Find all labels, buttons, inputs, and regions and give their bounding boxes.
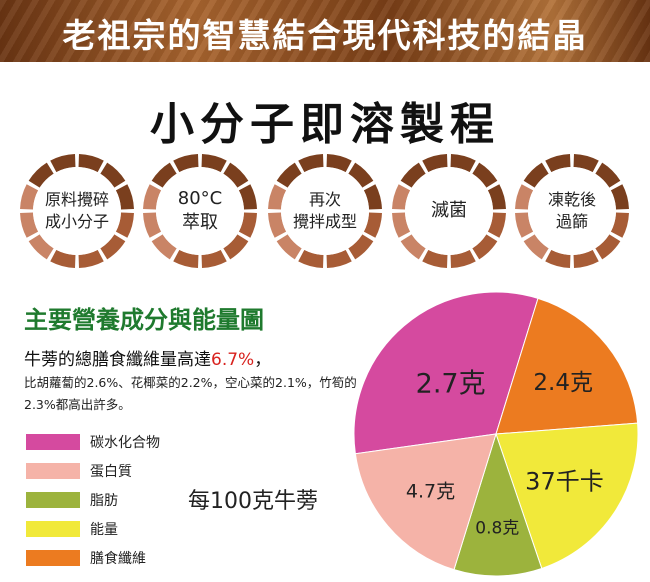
process-step-5: 凍乾後 過篩: [514, 153, 630, 269]
legend-item: 碳水化合物: [26, 427, 160, 456]
pie-slice-label: 0.8克: [475, 518, 520, 539]
legend-swatch: [26, 462, 80, 479]
legend-item: 能量: [26, 514, 160, 543]
fiber-summary-end: ，: [254, 350, 272, 370]
ring-segment: [28, 162, 54, 188]
pie-slice: [453, 432, 543, 577]
ring-segment: [363, 212, 382, 238]
ring-segment: [276, 234, 302, 260]
ring-segment: [276, 162, 302, 188]
ring-segment: [238, 212, 257, 238]
ring-segment: [348, 234, 374, 260]
step-text: 再次 攪拌成型: [281, 167, 369, 255]
legend-item: 脂肪: [26, 485, 160, 514]
nutrition-title: 主要營養成分與能量圖: [24, 306, 264, 334]
legend-label: 脂肪: [90, 492, 118, 509]
ring-segment: [523, 162, 549, 188]
pie-slice-label: 37千卡: [525, 467, 604, 496]
ring-segment: [400, 234, 426, 260]
step-text: 原料攪碎 成小分子: [33, 167, 121, 255]
ring-segment: [450, 249, 476, 268]
fiber-summary: 牛蒡的總膳食纖維量高達6.7%，: [24, 345, 271, 370]
pie-slice-label: 4.7克: [405, 480, 456, 503]
ring-segment: [610, 212, 629, 238]
legend-label: 能量: [90, 521, 118, 538]
step-line-2: 萃取: [181, 212, 218, 233]
pie-slice: [353, 291, 539, 455]
ring-segment: [28, 234, 54, 260]
chart-legend: 碳水化合物 蛋白質 脂肪 能量 膳食纖維: [26, 427, 160, 572]
ring-segment: [472, 234, 498, 260]
step-text: 凍乾後 過篩: [528, 167, 616, 255]
ring-segment: [151, 234, 177, 260]
process-title: 小分子即溶製程: [150, 99, 500, 150]
legend-item: 膳食纖維: [26, 543, 160, 572]
ring-segment: [151, 162, 177, 188]
ring-segment: [78, 249, 104, 268]
ring-segment: [573, 249, 599, 268]
step-text: 滅菌: [405, 167, 493, 255]
legend-swatch: [26, 549, 80, 566]
pie-slice: [354, 433, 497, 571]
legend-swatch: [26, 491, 80, 508]
ring-segment: [326, 249, 352, 268]
process-step-1: 原料攪碎 成小分子: [19, 153, 135, 269]
process-step-2: 80°C 萃取: [142, 153, 258, 269]
legend-swatch: [26, 433, 80, 450]
step-line-1: 80°C: [177, 188, 223, 209]
step-line-2: 成小分子: [44, 212, 109, 231]
pie-slice: [495, 297, 639, 435]
ring-segment: [201, 249, 227, 268]
banner-title: 老祖宗的智慧結合現代科技的結晶: [62, 16, 588, 55]
ring-segment: [100, 162, 126, 188]
nutrition-pie-chart: 2.7克 2.4克 37千卡 0.8克 4.7克: [352, 290, 640, 578]
ring-segment: [400, 162, 426, 188]
ring-segment: [115, 212, 134, 238]
step-line-1: 滅菌: [431, 200, 467, 221]
pie-slice-label: 2.7克: [415, 368, 486, 400]
ring-icon: [143, 154, 257, 268]
step-line-1: 凍乾後: [547, 190, 596, 209]
legend-item: 蛋白質: [26, 456, 160, 485]
fiber-summary-text: 牛蒡的總膳食纖維量高達: [24, 350, 211, 370]
step-line-2: 過篩: [555, 212, 588, 231]
fiber-highlight: 6.7%: [211, 350, 255, 370]
ring-segment: [223, 162, 249, 188]
ring-segment: [595, 234, 621, 260]
legend-label: 蛋白質: [90, 463, 132, 480]
per-100g-label: 每100克牛蒡: [188, 489, 318, 514]
pie-slice-label: 2.4克: [533, 370, 593, 397]
process-step-4: 滅菌: [391, 153, 507, 269]
step-line-2: 攪拌成型: [292, 212, 357, 231]
step-text: 80°C 萃取: [156, 167, 244, 255]
ring-segment: [223, 234, 249, 260]
step-line-1: 再次: [308, 190, 341, 209]
ring-segment: [100, 234, 126, 260]
pie-svg: [353, 291, 639, 577]
ring-segment: [472, 162, 498, 188]
fiber-comparison: 比胡蘿蔔的2.6%、花椰菜的2.2%，空心菜的2.1%，竹筍的2.3%都高出許多…: [24, 375, 357, 412]
legend-swatch: [26, 520, 80, 537]
legend-label: 膳食纖維: [90, 550, 146, 567]
process-step-3: 再次 攪拌成型: [267, 153, 383, 269]
legend-label: 碳水化合物: [90, 434, 160, 451]
step-line-1: 原料攪碎: [44, 190, 109, 209]
pie-slice: [495, 422, 639, 570]
ring-icon: [20, 154, 134, 268]
top-banner: 老祖宗的智慧結合現代科技的結晶: [0, 0, 650, 62]
ring-segment: [595, 162, 621, 188]
ring-segment: [523, 234, 549, 260]
ring-segment: [348, 162, 374, 188]
ring-segment: [487, 212, 506, 238]
